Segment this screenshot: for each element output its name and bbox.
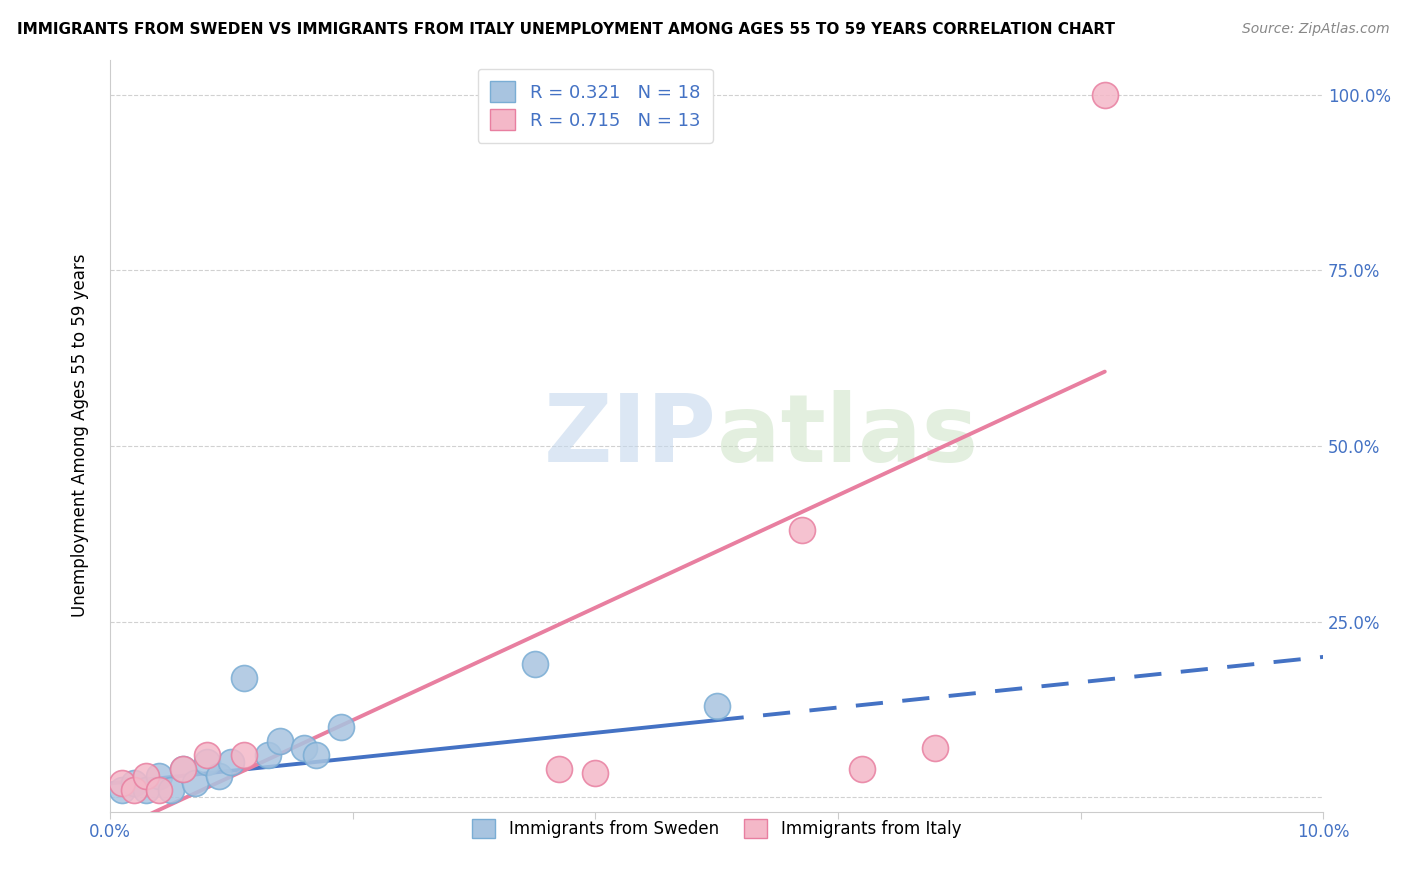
Point (148, 769, 170, 783)
Point (135, 783, 157, 797)
Point (159, 783, 181, 797)
Point (851, 763, 873, 777)
Y-axis label: Unemployment Among Ages 55 to 59 years: Unemployment Among Ages 55 to 59 years (72, 254, 89, 617)
Point (184, 776, 207, 790)
Point (548, 763, 571, 777)
Point (523, 657, 546, 671)
Point (256, 748, 278, 763)
Point (706, 699, 728, 714)
Point (111, 776, 134, 790)
Text: atlas: atlas (717, 390, 977, 482)
Legend: Immigrants from Sweden, Immigrants from Italy: Immigrants from Sweden, Immigrants from … (465, 812, 967, 845)
Point (148, 783, 170, 797)
Point (111, 783, 134, 797)
Point (292, 741, 315, 756)
Point (269, 734, 291, 748)
Text: Source: ZipAtlas.com: Source: ZipAtlas.com (1241, 22, 1389, 37)
Text: IMMIGRANTS FROM SWEDEN VS IMMIGRANTS FROM ITALY UNEMPLOYMENT AMONG AGES 55 TO 59: IMMIGRANTS FROM SWEDEN VS IMMIGRANTS FRO… (17, 22, 1115, 37)
Point (1094, 87, 1116, 102)
Point (124, 783, 146, 797)
Point (924, 741, 946, 756)
Point (790, 524, 813, 538)
Point (195, 748, 218, 763)
Point (305, 748, 328, 763)
Point (172, 763, 194, 777)
Text: ZIP: ZIP (544, 390, 717, 482)
Point (232, 748, 254, 763)
Point (329, 720, 352, 734)
Point (172, 763, 194, 777)
Point (221, 756, 243, 770)
Point (583, 765, 606, 780)
Point (208, 769, 231, 783)
Point (135, 769, 157, 783)
Point (124, 776, 146, 790)
Point (195, 756, 218, 770)
Point (232, 671, 254, 685)
